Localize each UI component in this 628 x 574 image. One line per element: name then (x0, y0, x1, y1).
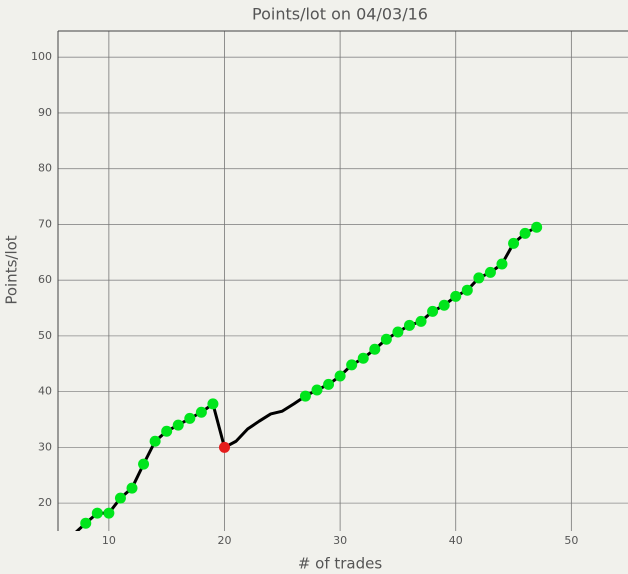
data-point (149, 435, 161, 447)
y-tick-label: 50 (38, 329, 52, 342)
data-point (323, 378, 335, 390)
x-tick-label: 20 (217, 534, 231, 547)
data-point (369, 343, 381, 355)
data-point (207, 398, 219, 410)
data-point (91, 507, 103, 519)
data-point (427, 305, 439, 317)
data-point (473, 272, 485, 284)
chart-title: Points/lot on 04/03/16 (252, 5, 428, 24)
plot-area (58, 31, 628, 531)
y-tick-label: 100 (31, 50, 52, 63)
data-point (311, 384, 323, 396)
data-point (114, 492, 126, 504)
y-tick-label: 30 (38, 440, 52, 453)
data-point (80, 517, 92, 529)
x-axis-label: # of trades (298, 555, 383, 573)
data-point (346, 359, 358, 371)
y-tick-label: 40 (38, 385, 52, 398)
y-tick-label: 60 (38, 273, 52, 286)
data-point (380, 333, 392, 345)
y-tick-label: 90 (38, 106, 52, 119)
y-tick-label: 70 (38, 217, 52, 230)
y-axis-label: Points/lot (3, 235, 21, 304)
x-tick-label: 50 (564, 534, 578, 547)
data-point (172, 419, 184, 431)
data-point (531, 221, 543, 233)
data-point (161, 425, 173, 437)
data-point (103, 507, 115, 519)
data-point (126, 482, 138, 494)
data-point (438, 299, 450, 311)
data-point (392, 326, 404, 338)
data-point (138, 458, 150, 470)
data-point (184, 412, 196, 424)
x-tick-label: 10 (102, 534, 116, 547)
data-point (218, 441, 230, 453)
data-point (508, 237, 520, 249)
data-point (450, 290, 462, 302)
data-point (403, 319, 415, 331)
data-point (334, 370, 346, 382)
x-tick-label: 30 (333, 534, 347, 547)
grid (58, 31, 628, 531)
data-point (519, 227, 531, 239)
data-layer (75, 221, 543, 531)
data-point (195, 406, 207, 418)
data-point (415, 315, 427, 327)
x-tick-label: 40 (449, 534, 463, 547)
data-point (461, 284, 473, 296)
data-point (357, 352, 369, 364)
data-point (496, 258, 508, 270)
y-tick-label: 80 (38, 162, 52, 175)
data-point (484, 266, 496, 278)
y-tick-label: 20 (38, 496, 52, 509)
data-point (299, 390, 311, 402)
